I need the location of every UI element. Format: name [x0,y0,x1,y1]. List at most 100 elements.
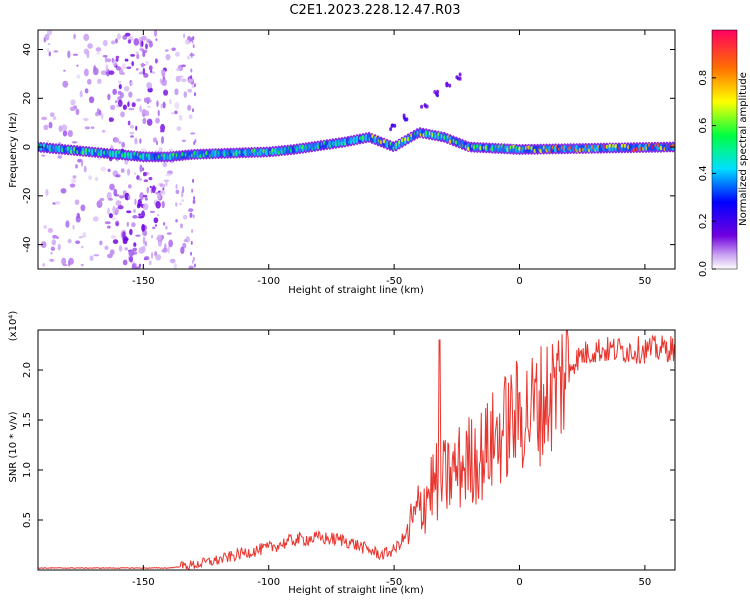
spectrogram-x-tick-label: -150 [132,276,155,287]
spectrogram-cell [148,41,153,48]
spectrogram-cell [102,54,108,58]
spectrogram-cell [96,200,103,209]
spectrogram-cell [535,145,540,153]
spectrogram-cell [192,214,195,219]
spectrogram-cell [72,175,77,179]
spectrogram-cell [127,194,131,201]
spectrogram-cell [192,256,195,261]
spectrogram-cell [107,93,111,101]
colorbar-tick-label: 0.6 [698,118,709,134]
spectrogram-y-tick-label: -20 [22,188,33,204]
spectrogram-cell [83,68,89,77]
spectrogram-cell [72,224,75,230]
spectrogram-cell [115,206,119,215]
spectrogram-cell [110,104,116,111]
spectrogram-cell [83,48,89,55]
spectrogram-cell [88,96,95,104]
spectrogram-cell [175,183,178,190]
spectrogram-cell [190,240,193,245]
spectrogram-cell [111,217,117,220]
spectrogram-cell [455,75,459,80]
spectrogram-cell [95,47,102,52]
spectrogram-cell [134,172,137,175]
spectrogram-cell [100,166,107,172]
spectrogram-cell [87,78,92,85]
spectrogram-cell [126,66,132,70]
spectrogram-cell [178,114,183,121]
spectrogram-cell [160,123,165,132]
snr-x-tick-label: -50 [386,577,402,588]
spectrogram-cell [92,67,99,76]
spectrogram-cell [155,201,161,209]
spectrogram-cell [138,213,142,216]
spectrogram-cell [98,109,102,116]
spectrogram-cell [124,32,131,37]
spectrogram-y-tick-label: 0 [22,144,33,150]
spectrogram-cell [193,196,196,201]
spectrogram-cell [138,263,142,268]
spectrogram-cell [191,229,194,234]
spectrogram-cell [145,60,149,66]
spectrogram-cell [158,147,163,153]
spectrogram-cell [139,105,142,113]
spectrogram-cell [423,103,427,108]
spectrogram-cell [150,234,154,239]
spectrogram-cell [152,226,156,230]
spectrogram-cell [405,117,409,122]
spectrogram-cell [156,194,161,200]
spectrogram-cell [120,111,125,118]
spectrogram-cell [52,116,57,120]
spectrogram-cell [109,249,115,256]
spectrogram-cell [168,148,174,152]
spectrogram-cell [142,113,145,118]
spectrogram-cell [142,51,146,58]
spectrogram-cell [100,70,107,76]
spectrogram-cell [134,137,138,145]
spectrogram-cell [115,38,118,44]
spectrogram-cell [389,127,393,132]
spectrogram-cell [165,225,168,230]
spectrogram-cell [127,101,130,107]
spectrogram-cell [109,183,115,191]
spectrogram-cell [107,168,111,173]
spectrogram-cell [130,124,134,129]
spectrogram-cell [142,203,149,211]
spectrogram-cell [445,82,449,87]
spectrogram-cell [46,30,53,36]
colorbar-tick-label: 0.4 [698,165,709,181]
spectrogram-cell [193,141,196,146]
spectrogram-cell [118,80,122,84]
spectrogram-cell [191,108,194,113]
spectrogram-cell [76,74,81,79]
spectrogram-cell [115,222,119,226]
colorbar-tick-label: 0.0 [698,261,709,277]
spectrogram-cell [120,168,125,173]
spectrogram-cell [130,54,135,57]
spectrogram-cell [146,186,150,194]
spectrogram-cell [131,263,136,269]
spectrogram-cell [165,181,168,187]
spectrogram-cell [435,92,439,97]
spectrogram-cell [162,247,168,253]
spectrogram-cell [141,40,144,47]
spectrogram-cell [131,102,136,108]
spectrogram-cell [140,62,145,68]
spectrogram-cell [44,33,50,41]
spectrogram-cell [87,43,93,49]
spectrogram-cell [137,178,143,181]
spectrogram-cell [160,103,163,109]
spectrogram-cell [161,69,166,74]
spectrogram-cell [175,51,180,57]
spectrogram-cell [190,52,193,57]
spectrogram-cell [47,227,54,233]
spectrogram-cell [176,68,180,72]
spectrogram-cell [79,90,83,98]
spectrogram-cell [117,205,124,210]
spectrogram-cell [82,231,87,237]
spectrogram-cell [93,254,100,257]
spectrogram-cell [50,251,53,255]
spectrogram-cell [47,43,51,46]
spectrogram-cell [162,187,165,191]
spectrogram-cell [148,65,153,71]
spectrogram-cell [67,130,73,138]
